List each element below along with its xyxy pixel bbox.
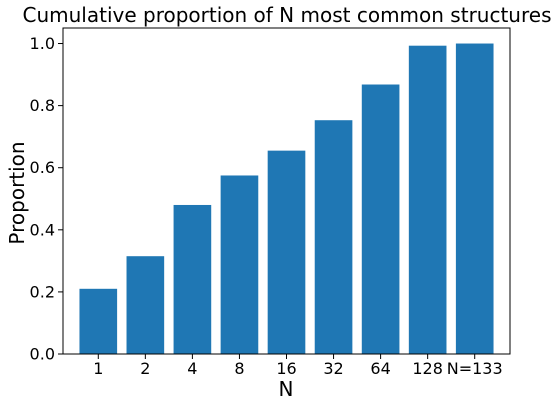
x-tick-label: 32 xyxy=(323,359,343,378)
x-tick-label: 1 xyxy=(93,359,103,378)
bar-8 xyxy=(220,175,259,354)
bar-128 xyxy=(408,45,447,354)
y-tick-label: 0.8 xyxy=(30,96,55,115)
y-tick-label: 0.2 xyxy=(30,282,55,301)
y-tick-label: 0.0 xyxy=(30,345,55,364)
chart-title: Cumulative proportion of N most common s… xyxy=(23,3,552,27)
y-tick-label: 0.6 xyxy=(30,158,55,177)
x-axis: 1 2 4 8 16 32 64 128 N=133 xyxy=(93,354,503,378)
x-tick-label: 4 xyxy=(187,359,197,378)
bar-64 xyxy=(361,84,400,355)
x-axis-label: N xyxy=(279,377,294,401)
x-tick-label: N=133 xyxy=(447,359,503,378)
bar-2 xyxy=(126,256,165,354)
x-tick-label: 64 xyxy=(370,359,390,378)
plot-area xyxy=(62,27,511,355)
x-tick-label: 8 xyxy=(234,359,244,378)
x-tick-label: 16 xyxy=(276,359,296,378)
y-axis: 0.0 0.2 0.4 0.6 0.8 1.0 xyxy=(30,34,63,364)
bar-16 xyxy=(267,150,306,354)
y-tick-label: 1.0 xyxy=(30,34,55,53)
bar-n-133 xyxy=(455,43,494,355)
x-tick-label: 2 xyxy=(140,359,150,378)
bar-1 xyxy=(79,288,118,354)
bar-32 xyxy=(314,120,353,354)
y-axis-label: Proportion xyxy=(5,141,29,244)
x-tick-label: 128 xyxy=(412,359,443,378)
y-tick-label: 0.4 xyxy=(30,220,55,239)
bar-4 xyxy=(173,204,212,354)
